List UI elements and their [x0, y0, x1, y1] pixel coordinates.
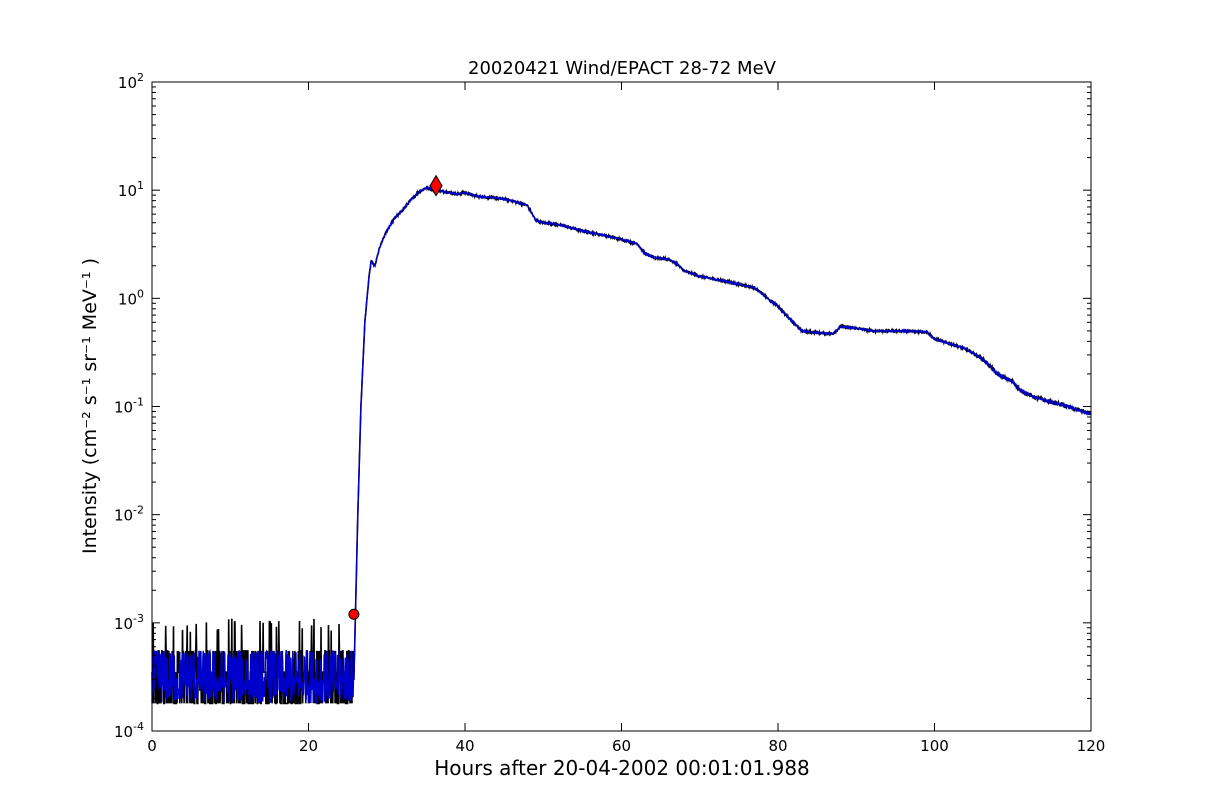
y-tick-label-1: 10-3 [114, 612, 144, 633]
x-tick-label-4: 80 [768, 737, 787, 755]
x-tick-label-1: 20 [299, 737, 318, 755]
y-tick-label-4: 100 [118, 287, 144, 308]
series-line-0 [151, 185, 1092, 705]
chart-title: 20020421 Wind/EPACT 28-72 MeV [468, 58, 777, 79]
x-axis-label: Hours after 20-04-2002 00:01:01.988 [434, 756, 810, 780]
y-tick-label-0: 10-4 [114, 720, 144, 741]
y-axis-label: Intensity (cm⁻² s⁻¹ sr⁻¹ MeV⁻¹ ) [79, 258, 101, 554]
x-tick-label-6: 120 [1077, 737, 1106, 755]
y-tick-label-5: 101 [118, 179, 144, 200]
onset-marker [348, 608, 360, 620]
y-tick-label-6: 102 [118, 71, 144, 92]
x-tick-label-2: 40 [455, 737, 474, 755]
plot-area: 0 20 40 60 80 100 120 10-4 10-3 10-2 10-1 100 101 102 [114, 71, 1105, 755]
x-tick-label-0: 0 [147, 737, 157, 755]
x-tick-label-3: 60 [612, 737, 631, 755]
plot-frame [151, 81, 1092, 732]
peak-marker [429, 174, 443, 197]
y-tick-label-2: 10-2 [114, 504, 144, 525]
x-tick-label-5: 100 [920, 737, 949, 755]
y-tick-label-3: 10-1 [114, 396, 144, 417]
series-line-1 [151, 185, 1092, 704]
